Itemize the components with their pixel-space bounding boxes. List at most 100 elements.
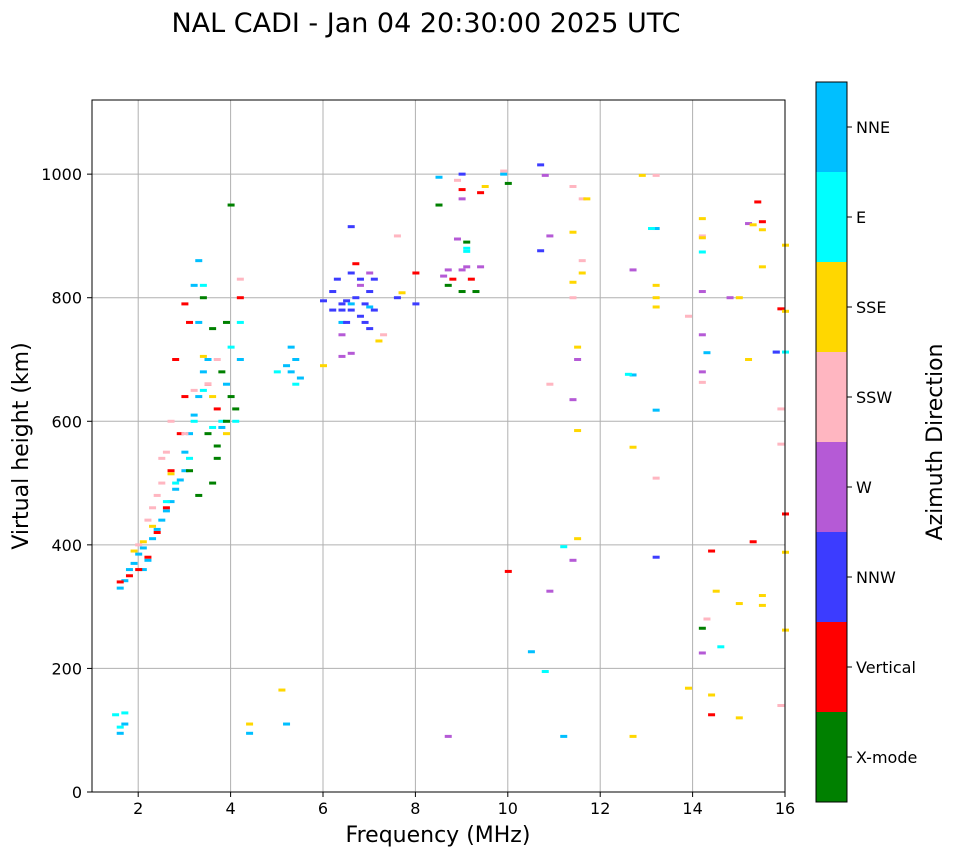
x-tick-label: 16 <box>775 799 795 818</box>
data-point-ssw <box>698 234 706 238</box>
data-point-nne <box>130 561 138 565</box>
data-point-nnw <box>370 308 378 312</box>
plot-frame <box>91 99 786 793</box>
data-point-w <box>463 265 471 269</box>
data-point-nne <box>652 227 660 231</box>
data-point-vertical <box>467 277 475 281</box>
data-point-ssw <box>652 173 660 177</box>
data-point-e <box>541 670 549 674</box>
y-tick-label: 800 <box>51 289 82 308</box>
data-point-vertical <box>167 469 175 473</box>
data-point-e <box>112 713 120 717</box>
colorbar: X-mode Vertical NNW W SSW SSE E NNE <box>816 82 917 802</box>
colorbar-swatch <box>816 262 847 352</box>
data-point-sse <box>222 432 230 436</box>
data-point-x-mode <box>227 203 235 207</box>
data-point-e <box>717 645 725 649</box>
data-point-vertical <box>125 574 133 578</box>
data-point-nne <box>292 358 300 361</box>
data-point-ssw <box>698 380 706 384</box>
data-point-nne <box>195 320 203 324</box>
data-point-x-mode <box>195 493 203 497</box>
data-point-vertical <box>116 580 124 584</box>
data-point-nnw <box>393 296 401 300</box>
data-point-sse <box>398 291 406 295</box>
data-point-ssw <box>158 456 166 460</box>
data-point-sse <box>749 223 757 227</box>
data-point-x-mode <box>504 181 512 185</box>
data-point-nne <box>218 425 226 429</box>
data-point-e <box>648 227 656 231</box>
data-point-sse <box>209 395 217 399</box>
data-point-vertical <box>186 320 194 324</box>
data-point-vertical <box>708 713 716 717</box>
colorbar-tick-label: Vertical <box>856 658 916 677</box>
data-point-x-mode <box>222 419 230 423</box>
data-point-x-mode <box>209 327 217 331</box>
data-point-nnw <box>320 299 327 303</box>
data-point-ssw <box>144 518 152 522</box>
data-point-nne <box>652 408 660 412</box>
data-point-sse <box>735 296 743 300</box>
data-point-nne <box>139 568 147 572</box>
data-point-x-mode <box>218 370 226 374</box>
data-point-nne <box>629 373 637 377</box>
data-point-vertical <box>162 506 170 510</box>
data-point-nne <box>560 734 568 738</box>
data-point-nne <box>246 731 254 735</box>
data-point-nnw <box>333 277 341 281</box>
data-point-nne <box>167 500 175 504</box>
data-point-sse <box>149 524 157 528</box>
data-point-w <box>698 290 706 294</box>
data-point-nne <box>135 552 143 556</box>
y-tick-label: 600 <box>51 412 82 431</box>
data-point-sse <box>652 283 660 287</box>
data-point-nne <box>527 650 535 654</box>
data-point-nnw <box>361 320 369 324</box>
data-point-w <box>477 265 485 269</box>
data-point-x-mode <box>232 407 240 411</box>
data-point-sse <box>481 185 489 188</box>
data-point-nnw <box>356 314 364 318</box>
data-point-nne <box>139 546 147 550</box>
data-point-nne <box>222 382 230 386</box>
colorbar-tick-label: NNW <box>856 568 896 587</box>
data-point-sse <box>569 230 577 234</box>
data-point-vertical <box>352 262 360 266</box>
data-point-sse <box>735 602 743 606</box>
data-point-nnw <box>366 290 374 294</box>
data-point-nne <box>195 259 203 263</box>
data-point-nnw <box>343 320 351 324</box>
data-point-nnw <box>652 555 660 559</box>
data-point-nne <box>186 432 194 436</box>
data-point-e <box>236 320 244 324</box>
data-point-ssw <box>158 481 166 485</box>
data-point-nnw <box>458 172 466 176</box>
data-point-nne <box>204 358 212 361</box>
data-point-nne <box>500 172 508 176</box>
data-point-nnw <box>361 302 369 306</box>
data-point-w <box>440 274 448 278</box>
data-point-nne <box>162 509 170 513</box>
data-point-sse <box>758 228 766 232</box>
data-point-e <box>199 388 207 392</box>
data-point-e <box>190 419 198 423</box>
x-tick-label: 8 <box>410 799 420 818</box>
data-point-e <box>232 419 240 423</box>
data-point-w <box>444 268 452 272</box>
data-point-sse <box>167 472 175 476</box>
data-point-nne <box>176 478 184 482</box>
data-point-nnw <box>329 290 337 294</box>
data-point-ssw <box>578 197 586 201</box>
data-point-e <box>162 500 170 504</box>
data-point-ssw <box>569 185 577 188</box>
data-point-e <box>218 419 226 423</box>
data-point-x-mode <box>458 290 466 294</box>
data-point-ssw <box>204 382 212 386</box>
data-point-sse <box>574 429 582 433</box>
colorbar-tick-label: X-mode <box>856 748 917 767</box>
data-point-ssw <box>190 388 198 392</box>
colorbar-swatch <box>816 352 847 442</box>
data-point-ssw <box>777 442 785 446</box>
data-point-vertical <box>176 432 184 436</box>
